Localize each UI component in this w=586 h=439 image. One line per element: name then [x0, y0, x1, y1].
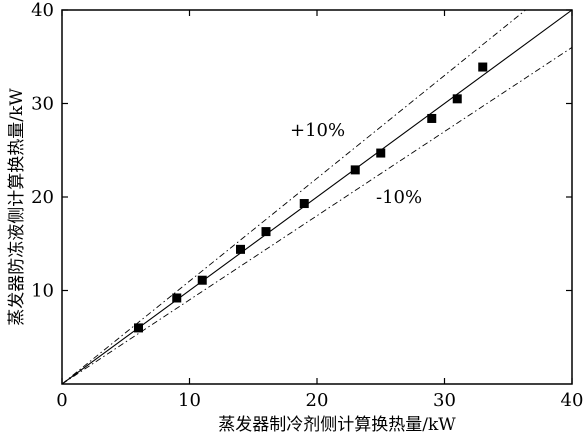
data-point-2 — [172, 293, 182, 303]
reference-line-1 — [62, 10, 572, 384]
data-point-6 — [299, 199, 309, 209]
tick-labels: 0 10 20 30 40 10 20 30 40 — [31, 0, 583, 411]
annotation-minus-10: -10% — [376, 187, 422, 208]
data-point-4 — [236, 244, 245, 254]
x-axis-label: 蒸发器制冷剂侧计算换热量/kW — [218, 415, 456, 435]
y-tick-label: 30 — [31, 94, 54, 115]
data-point-5 — [261, 227, 271, 237]
reference-lines — [62, 10, 572, 384]
x-tick-label: 0 — [56, 390, 67, 411]
data-point-10 — [452, 94, 462, 104]
data-point-11 — [478, 62, 488, 72]
x-tick-label: 30 — [433, 390, 456, 411]
data-points — [134, 62, 488, 333]
data-point-7 — [350, 165, 360, 175]
y-tick-label: 40 — [31, 0, 54, 21]
x-tick-label: 20 — [306, 390, 329, 411]
x-tick-label: 40 — [561, 390, 584, 411]
y-axis-label: 蒸发器防冻液侧计算换热量/kW — [7, 88, 27, 326]
data-point-9 — [427, 113, 437, 123]
reference-line-3 — [62, 47, 572, 384]
axis-ticks — [61, 9, 573, 384]
y-tick-label: 20 — [31, 187, 54, 208]
data-point-8 — [376, 148, 386, 158]
reference-line-2 — [62, 10, 527, 384]
y-tick-label: 10 — [31, 281, 54, 302]
annotation-plus-10: +10% — [290, 120, 345, 141]
data-point-1 — [134, 323, 143, 333]
data-point-3 — [197, 275, 207, 285]
x-tick-label: 10 — [178, 390, 201, 411]
annotations: +10% -10% — [290, 120, 422, 208]
